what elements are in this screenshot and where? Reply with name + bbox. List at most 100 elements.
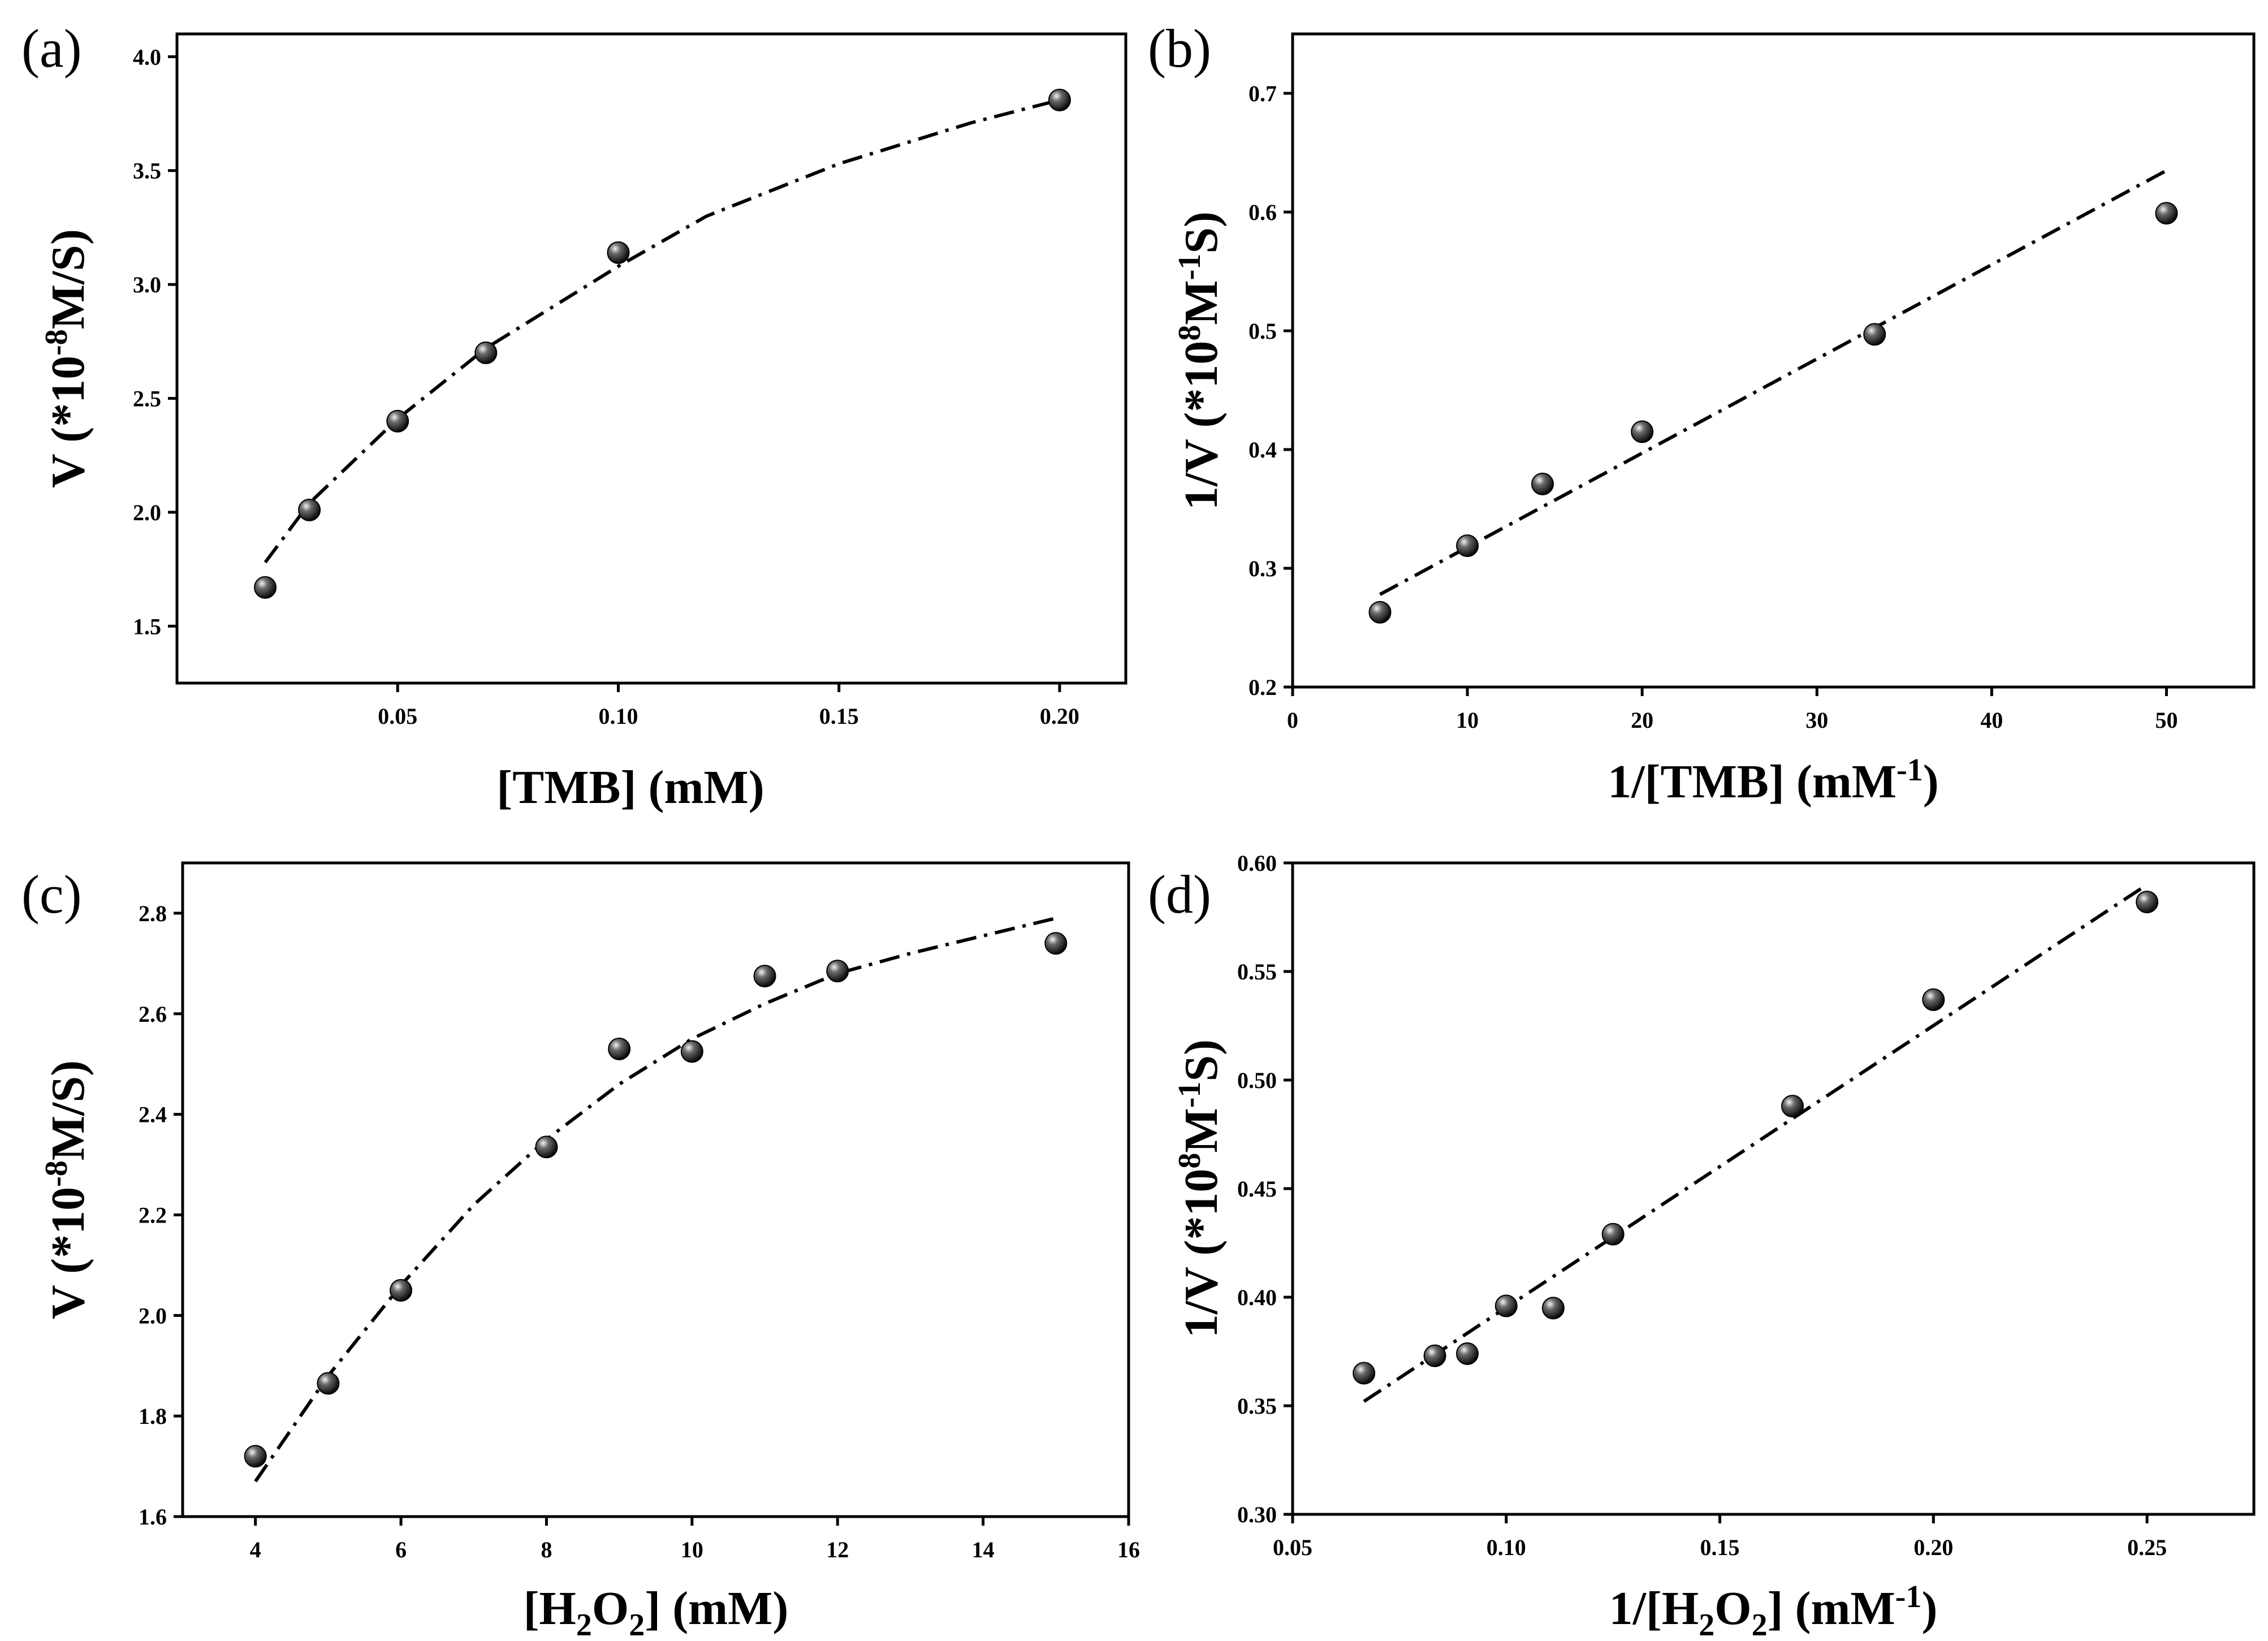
x-tick-label-b: 30 <box>1805 707 1828 733</box>
y-tick-label-c: 2.2 <box>139 1202 167 1228</box>
y-axis-title-b: 1/V (*108M-1S) <box>1172 211 1228 510</box>
y-tick-label-c: 2.8 <box>139 901 167 926</box>
x-axis-title-c: [H2O2] (mM) <box>524 1582 789 1641</box>
plot-frame-a <box>175 32 1127 685</box>
data-point-d <box>1353 1362 1376 1385</box>
data-point-a <box>474 341 498 364</box>
data-point-d <box>1423 1344 1446 1367</box>
x-ticks-c: 4 6 8 10 12 14 16 <box>250 1517 1140 1562</box>
x-tick-label-c: 12 <box>826 1537 849 1562</box>
x-tick-label-d: 0.20 <box>1913 1535 1953 1560</box>
y-tick-label-a: 3.0 <box>133 272 161 297</box>
panel-b: (b) 0 10 20 30 40 50 0.2 0.3 0.4 0.5 0.6 0.7 1/[TM… <box>1148 18 2256 808</box>
y-ticks-b: 0.2 0.3 0.4 0.5 0.6 0.7 <box>1249 81 1293 700</box>
panel-label-a: (a) <box>21 18 82 79</box>
y-tick-label-c: 1.8 <box>139 1404 167 1429</box>
y-tick-label-d: 0.40 <box>1237 1285 1277 1310</box>
x-tick-label-b: 10 <box>1456 707 1479 733</box>
y-tick-label-a: 2.0 <box>133 500 161 525</box>
data-point-d <box>1494 1294 1518 1318</box>
x-ticks-a: 0.05 0.10 0.15 0.20 <box>378 683 1079 729</box>
data-point-a <box>1048 88 1071 111</box>
y-tick-label-c: 2.6 <box>139 1001 167 1027</box>
plot-frame-c <box>181 861 1130 1518</box>
x-tick-label-c: 4 <box>250 1537 261 1562</box>
x-axis-title-b: 1/[TMB] (mM-1) <box>1608 753 1939 808</box>
y-tick-label-a: 2.5 <box>133 386 161 411</box>
x-ticks-d: 0.05 0.10 0.15 0.20 0.25 <box>1273 1514 2167 1560</box>
data-point-c <box>608 1038 631 1061</box>
data-point-c <box>680 1040 703 1063</box>
plot-frame-b <box>1291 32 2256 689</box>
data-point-c <box>753 965 776 988</box>
x-tick-label-a: 0.10 <box>598 703 638 729</box>
y-tick-label-d: 0.45 <box>1237 1176 1277 1202</box>
plot-frame-d <box>1291 861 2256 1516</box>
x-tick-label-d: 0.10 <box>1487 1535 1526 1560</box>
x-tick-label-c: 6 <box>395 1537 407 1562</box>
data-points-a <box>254 88 1071 599</box>
panel-label-c: (c) <box>21 864 82 925</box>
data-point-d <box>1781 1095 1804 1118</box>
y-tick-label-b: 0.2 <box>1249 675 1277 700</box>
y-ticks-c: 1.6 1.8 2.0 2.2 2.4 2.6 2.8 <box>139 901 183 1530</box>
data-point-b <box>1631 420 1654 443</box>
y-tick-label-b: 0.3 <box>1249 556 1277 581</box>
data-point-c <box>244 1445 267 1468</box>
y-tick-label-c: 1.6 <box>139 1504 167 1530</box>
data-point-c <box>535 1135 558 1159</box>
data-point-d <box>2136 891 2159 914</box>
y-tick-label-d: 0.30 <box>1237 1502 1277 1527</box>
data-point-d <box>1922 988 1945 1011</box>
x-tick-label-b: 20 <box>1631 707 1653 733</box>
data-points-b <box>1368 202 2178 624</box>
panel-d: (d) 0.05 0.10 0.15 0.20 0.25 0.30 0.35 0.40 0.4… <box>1148 850 2256 1641</box>
y-axis-title-c: V (*10-8M/S) <box>39 1060 94 1319</box>
x-axis-title-a: [TMB] (mM) <box>496 761 764 814</box>
x-tick-label-d: 0.05 <box>1273 1535 1312 1560</box>
y-tick-label-c: 2.0 <box>139 1303 167 1328</box>
y-axis-title-a: V (*10-8M/S) <box>39 229 94 488</box>
data-point-a <box>254 576 277 599</box>
data-point-a <box>386 409 409 433</box>
x-tick-label-a: 0.20 <box>1040 703 1079 729</box>
data-point-c <box>390 1279 413 1302</box>
y-tick-label-d: 0.55 <box>1237 959 1277 984</box>
data-point-b <box>1368 601 1392 624</box>
x-tick-label-d: 0.25 <box>2127 1535 2167 1560</box>
y-tick-label-c: 2.4 <box>139 1102 167 1128</box>
data-point-b <box>1531 472 1554 495</box>
fit-curve-a <box>263 98 1060 564</box>
panel-a: (a) 0.05 0.10 0.15 0.20 1.52.02.53.03.54.0 … <box>21 18 1127 814</box>
x-tick-label-c: 10 <box>681 1537 703 1562</box>
data-point-d <box>1456 1342 1479 1365</box>
data-point-a <box>298 498 321 521</box>
x-tick-label-c: 14 <box>972 1537 995 1562</box>
x-ticks-b: 0 10 20 30 40 50 <box>1287 687 2178 733</box>
y-ticks-d: 0.30 0.35 0.40 0.45 0.50 0.55 0.60 <box>1237 850 1293 1527</box>
y-tick-label-d: 0.60 <box>1237 850 1277 876</box>
data-point-b <box>1863 323 1886 346</box>
data-point-c <box>826 960 849 983</box>
y-tick-label-d: 0.50 <box>1237 1068 1277 1093</box>
y-tick-label-d: 0.35 <box>1237 1393 1277 1419</box>
y-axis-title-d: 1/V (*108M-1S) <box>1172 1039 1228 1338</box>
x-tick-label-d: 0.15 <box>1700 1535 1740 1560</box>
y-tick-label-b: 0.6 <box>1249 200 1277 225</box>
fit-line-d <box>1363 883 2148 1403</box>
fit-line-b <box>1379 169 2167 596</box>
x-tick-label-b: 0 <box>1287 707 1298 733</box>
fit-curve-c <box>254 916 1057 1483</box>
x-axis-title-d: 1/[H2O2] (mM-1) <box>1609 1579 1938 1641</box>
y-ticks-a: 1.5 2.0 2.5 3.0 3.5 4.0 <box>133 44 177 639</box>
y-tick-label-b: 0.4 <box>1249 437 1277 463</box>
y-tick-label-b: 0.5 <box>1249 318 1277 344</box>
data-point-b <box>2155 202 2178 225</box>
x-tick-label-b: 50 <box>2155 707 2178 733</box>
x-tick-label-c: 16 <box>1117 1537 1140 1562</box>
data-point-a <box>607 241 630 264</box>
data-points-c <box>244 932 1068 1468</box>
x-tick-label-a: 0.15 <box>819 703 859 729</box>
data-point-b <box>1456 534 1479 558</box>
